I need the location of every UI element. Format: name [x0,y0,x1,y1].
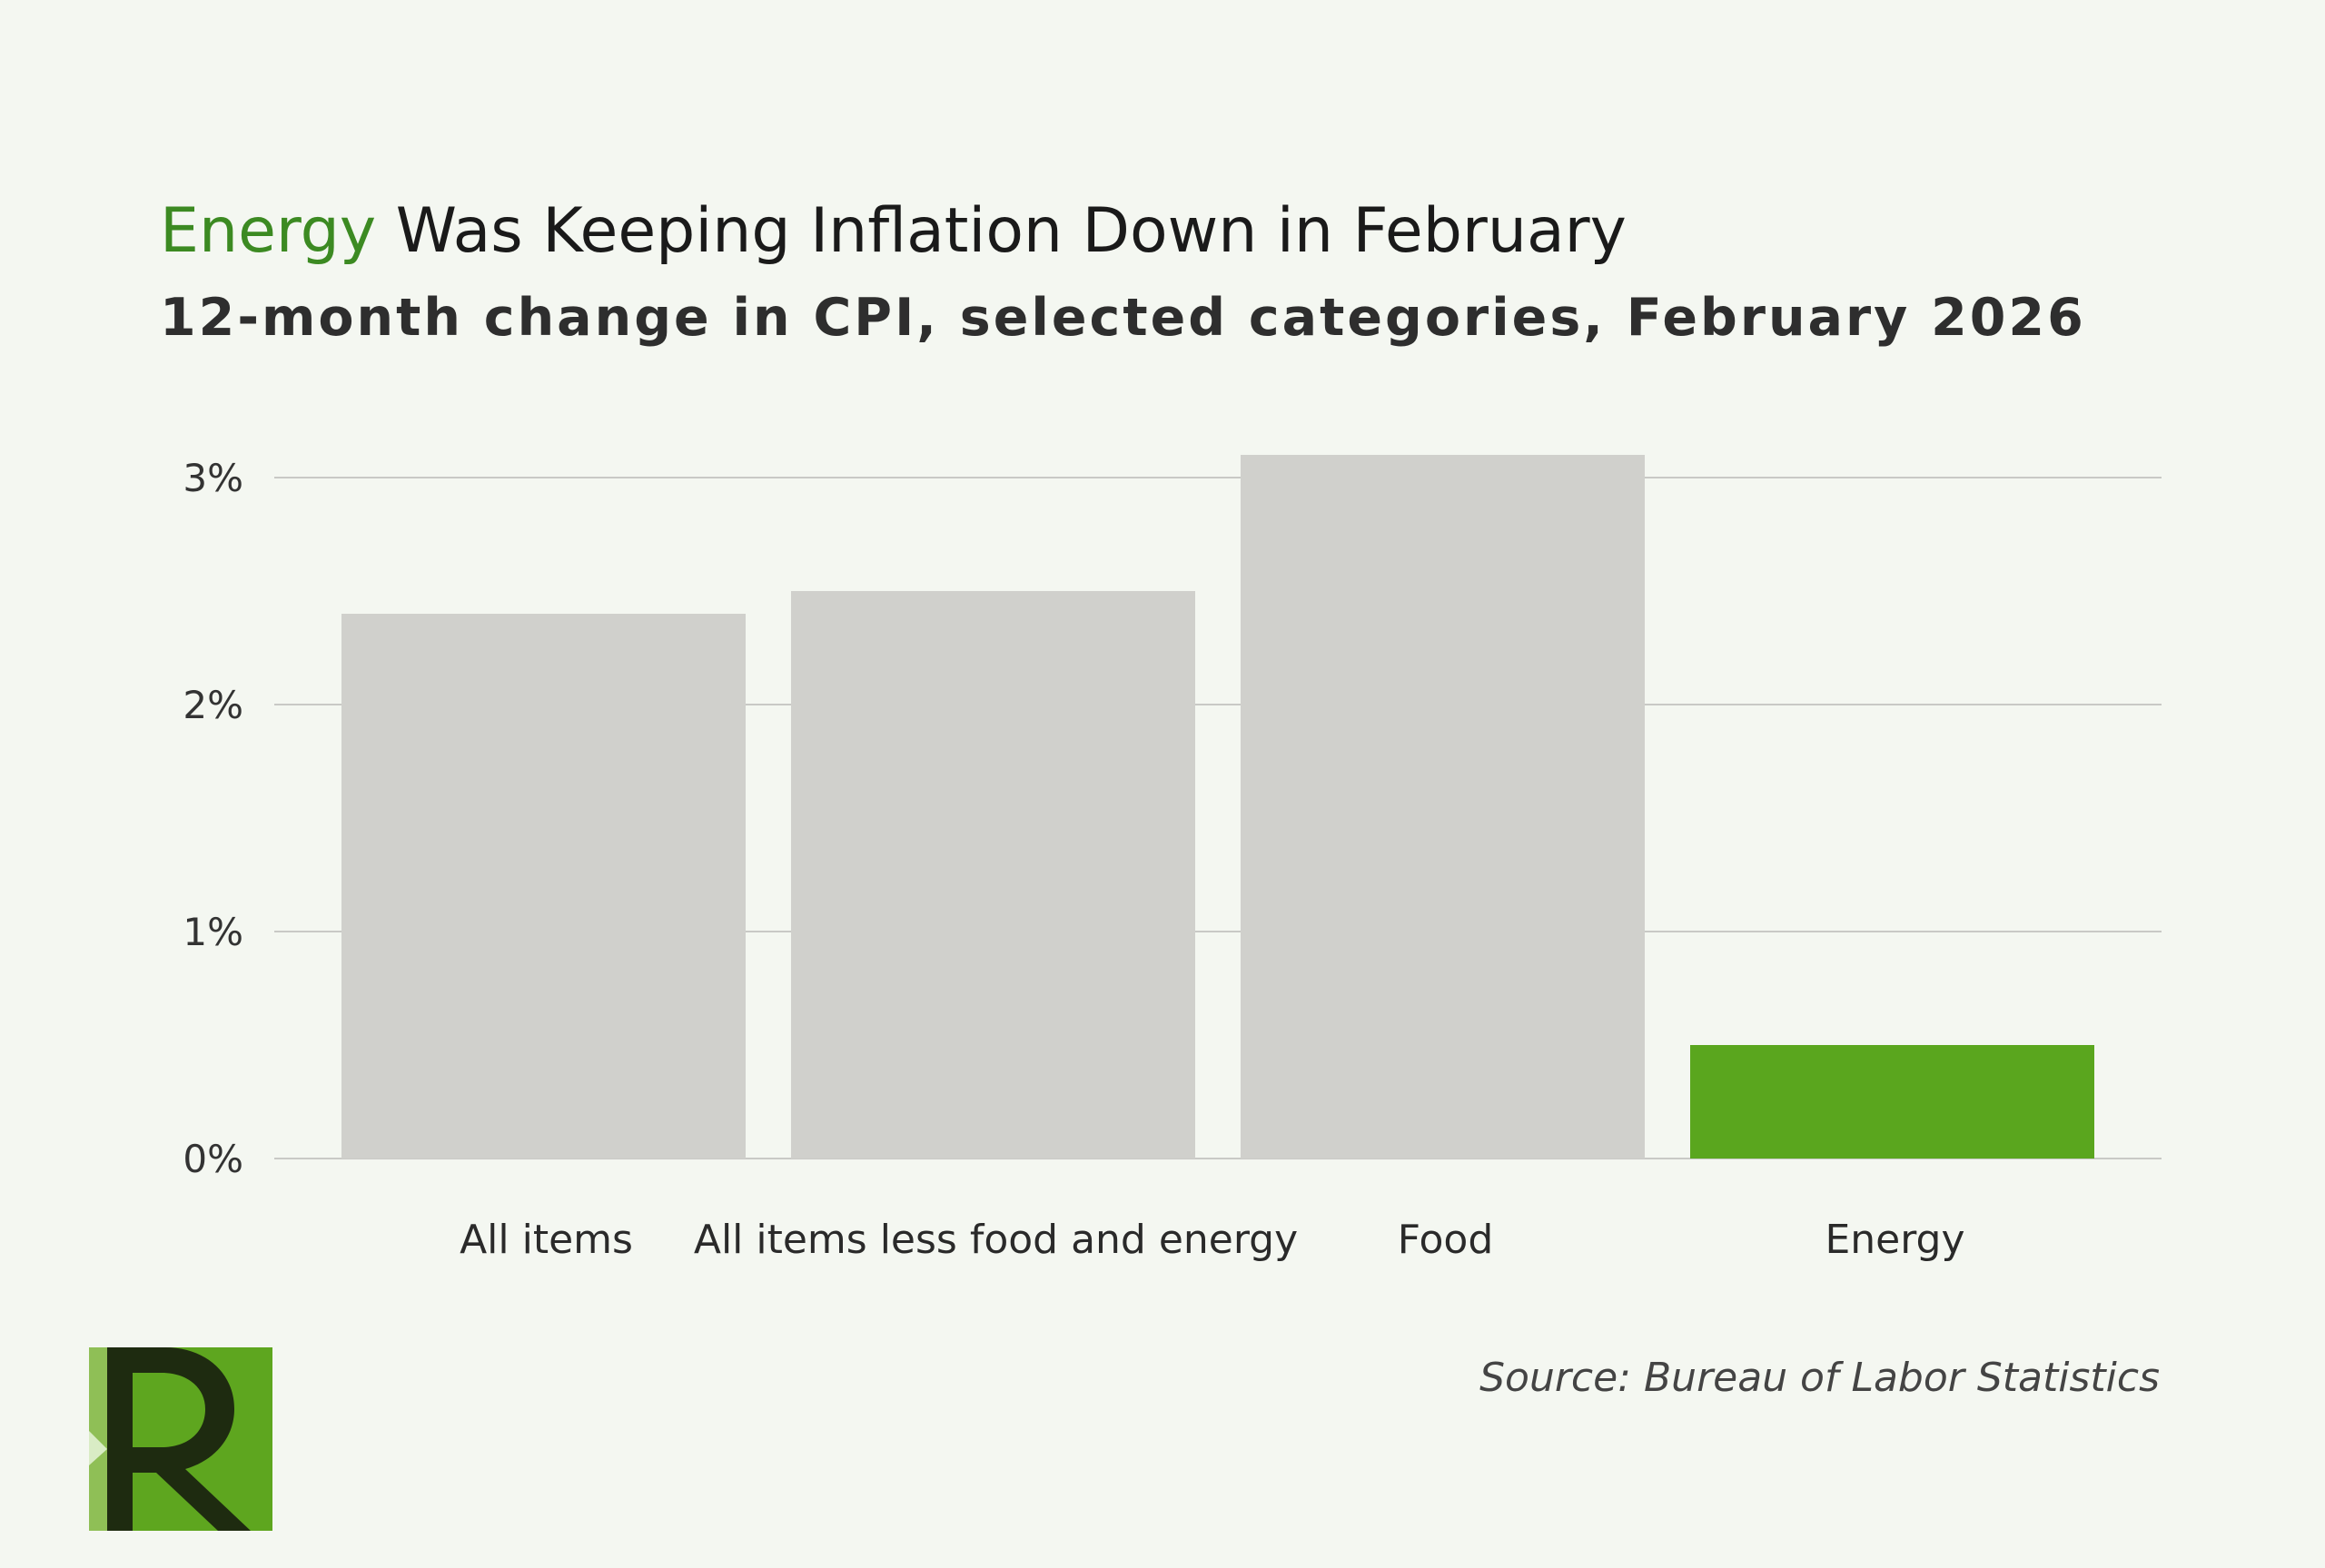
bar-all-items [341,614,746,1159]
chart-subtitle: 12-month change in CPI, selected categor… [160,288,2086,348]
y-tick-label: 0% [183,1137,243,1181]
x-category-label: Energy [1825,1217,1964,1263]
r-logo-icon [89,1347,272,1531]
chart-title-rest: Was Keeping Inflation Down in February [376,195,1627,267]
chart-title: Energy Was Keeping Inflation Down in Feb… [160,192,1627,271]
x-category-label: All items [460,1217,633,1263]
bar-energy [1690,1045,2094,1159]
bar-all-items-less-food-and-energy [791,591,1195,1159]
source-note: Source: Bureau of Labor Statistics [1479,1355,2160,1401]
x-category-label: Food [1398,1217,1494,1263]
y-tick-label: 2% [183,683,243,727]
chart-title-accent: Energy [160,195,377,267]
y-tick-label: 3% [183,456,243,500]
bar-chart: 0% 1% 2% 3% All items All items less food and… [183,455,2162,1263]
bar-food [1241,455,1645,1159]
y-tick-label: 1% [183,910,243,954]
x-category-label: All items less food and energy [694,1217,1298,1263]
